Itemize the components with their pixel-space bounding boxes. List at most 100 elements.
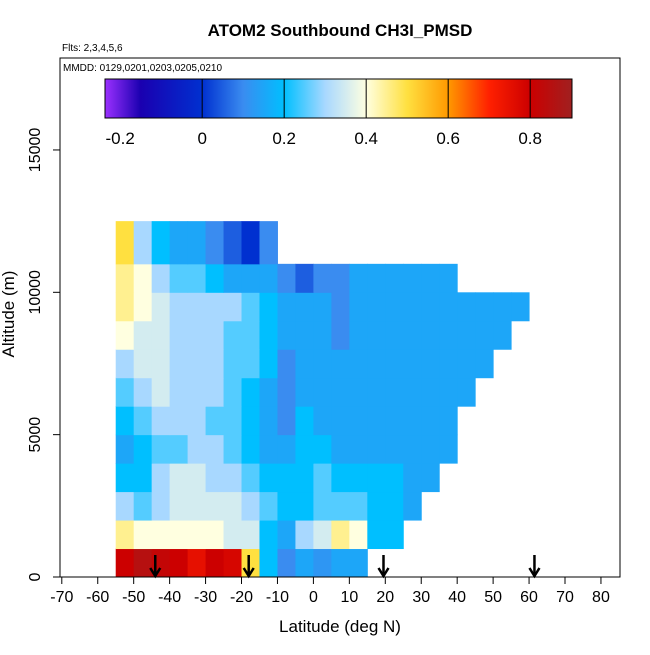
heat-cell <box>151 320 171 350</box>
heat-cell <box>367 320 386 350</box>
heat-cell <box>241 406 260 436</box>
colorbar-tick-label: 0.2 <box>272 129 296 148</box>
heat-cell <box>115 292 135 322</box>
heat-cell <box>115 491 135 521</box>
heat-cell <box>223 349 243 379</box>
x-tick-label: 60 <box>520 589 538 606</box>
heat-cell <box>421 463 440 493</box>
heat-cell <box>187 406 207 436</box>
colorbar-tick-label: 0.8 <box>518 129 542 148</box>
heat-cell <box>133 349 153 379</box>
heat-cell <box>115 221 135 265</box>
heat-cell <box>439 406 458 436</box>
heat-cell <box>223 263 243 293</box>
heat-cell <box>241 520 260 550</box>
heat-cell <box>205 406 225 436</box>
colorbar-tick-label: 0.4 <box>354 129 378 148</box>
heat-cell <box>331 520 350 550</box>
heat-cell <box>295 263 314 293</box>
heat-cell <box>277 406 296 436</box>
x-tick-label: 50 <box>484 589 502 606</box>
heat-cell <box>223 434 243 464</box>
heat-cell <box>241 491 260 521</box>
x-tick-label: -60 <box>86 589 109 606</box>
heat-cell <box>403 434 422 464</box>
arrow <box>528 555 541 579</box>
colorbar-tick-label: 0 <box>197 129 206 148</box>
heat-cell <box>133 520 153 550</box>
heat-cell <box>205 463 225 493</box>
heat-cell <box>385 434 404 464</box>
heat-cell <box>151 221 171 265</box>
heat-cell <box>349 548 368 578</box>
heat-cell <box>367 349 386 379</box>
heat-cell <box>421 292 440 322</box>
heat-cell <box>133 491 153 521</box>
heat-cell <box>151 377 171 407</box>
heat-cell <box>349 320 368 350</box>
heat-cell <box>331 434 350 464</box>
heat-cell <box>277 263 296 293</box>
heat-cell <box>313 463 332 493</box>
heat-cell <box>349 406 368 436</box>
heat-cell <box>331 377 350 407</box>
heat-cell <box>475 349 494 379</box>
heat-cell <box>205 320 225 350</box>
heat-cell <box>403 349 422 379</box>
heat-cell <box>403 463 422 493</box>
heat-cell <box>187 292 207 322</box>
heat-cell <box>385 406 404 436</box>
heat-cell <box>205 349 225 379</box>
heat-cell <box>331 463 350 493</box>
heat-cell <box>295 463 314 493</box>
heat-cell <box>277 292 296 322</box>
heat-cell <box>385 292 404 322</box>
heat-cell <box>457 292 476 322</box>
arrow <box>242 555 255 579</box>
heat-cell <box>205 221 225 265</box>
heat-cell <box>115 548 135 578</box>
heat-cell <box>349 463 368 493</box>
x-tick-label: -20 <box>230 589 253 606</box>
heat-cell <box>295 377 314 407</box>
heat-cell <box>277 463 296 493</box>
heat-cell <box>115 377 135 407</box>
heat-cell <box>205 292 225 322</box>
heat-cell <box>223 406 243 436</box>
arrow-head <box>242 567 255 579</box>
heat-cell <box>223 520 243 550</box>
heat-cell <box>331 320 350 350</box>
heat-cell <box>187 377 207 407</box>
heat-cell <box>241 434 260 464</box>
heat-cell <box>115 463 135 493</box>
x-tick-label: -30 <box>194 589 217 606</box>
heat-cell <box>295 520 314 550</box>
heat-cell <box>385 520 404 550</box>
heat-cell <box>421 434 440 464</box>
heat-cell <box>403 263 422 293</box>
y-tick-label: 15000 <box>27 128 44 173</box>
heat-cell <box>277 548 296 578</box>
heat-cell <box>295 320 314 350</box>
heat-cell <box>313 406 332 436</box>
heat-cell <box>439 292 458 322</box>
x-tick-label: -40 <box>158 589 181 606</box>
heat-cell <box>133 263 153 293</box>
heat-cell <box>295 292 314 322</box>
heat-cell <box>151 520 171 550</box>
heat-cell <box>313 548 332 578</box>
heat-cell <box>241 320 260 350</box>
heat-cell <box>439 349 458 379</box>
heat-cell <box>421 406 440 436</box>
x-tick-label: -70 <box>50 589 73 606</box>
heat-cell <box>259 221 278 265</box>
heat-cell <box>277 320 296 350</box>
annotation: MMDD: 0129,0201,0203,0205,0210 <box>63 63 222 74</box>
heat-cell <box>313 292 332 322</box>
x-tick-label: -50 <box>122 589 145 606</box>
x-tick-label: 0 <box>309 589 318 606</box>
heat-cell <box>367 463 386 493</box>
heat-cell <box>349 349 368 379</box>
heat-cell <box>241 221 260 265</box>
heat-cell <box>241 463 260 493</box>
